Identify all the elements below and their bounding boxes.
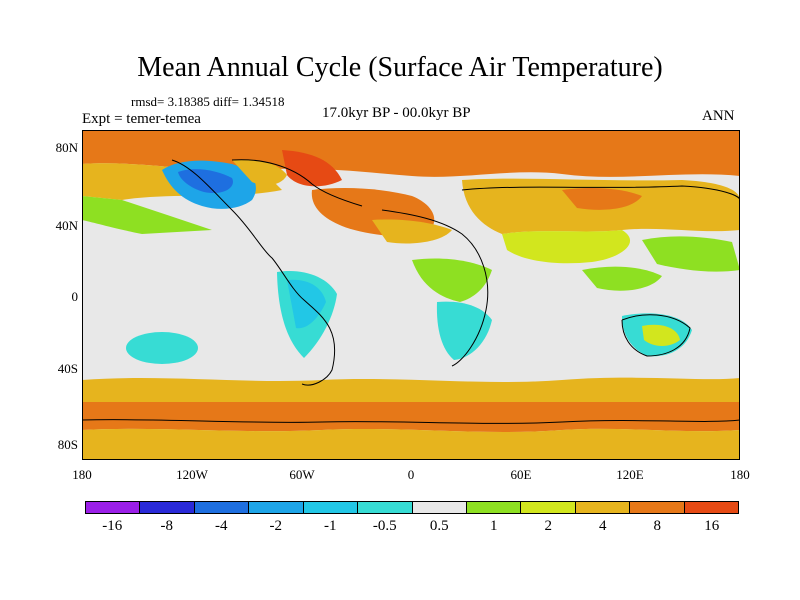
colorbar-cell	[684, 502, 739, 513]
colorbar-label: 2	[544, 518, 553, 534]
colorbar-cell	[303, 502, 359, 513]
arctic-coastline	[231, 159, 363, 207]
mediterranean-band	[372, 219, 452, 244]
colorbar-cell	[86, 502, 141, 513]
southern-ocean-band-2	[82, 402, 740, 432]
antarctica-coastline	[82, 419, 740, 424]
colorbar-cell	[412, 502, 467, 513]
colorbar-cell	[358, 502, 413, 513]
colorbar-cell	[249, 502, 304, 513]
colorbar-label: 0.5	[429, 518, 449, 534]
lat-label-80s: 80S	[57, 437, 78, 452]
north-africa-region	[412, 258, 492, 302]
colorbar-label: -4	[215, 518, 228, 534]
colorbar-cell	[194, 502, 250, 513]
india-region	[582, 266, 662, 291]
lon-label-0: 0	[407, 467, 415, 482]
map-frame	[82, 130, 740, 460]
south-africa-cool	[436, 301, 492, 360]
lon-label-120w: 120W	[176, 467, 208, 482]
lon-label-180w: 180	[72, 467, 92, 482]
colorbar-label: -16	[102, 518, 123, 534]
colorbar-label: 4	[599, 518, 607, 534]
north-pacific-green	[82, 196, 212, 234]
africa-coastline	[381, 209, 489, 367]
southern-ocean-band-1	[82, 377, 740, 402]
period-label: 17.0kyr BP - 00.0kyr BP	[322, 105, 471, 121]
map-title: Mean Annual Cycle (Surface Air Temperatu…	[137, 52, 663, 83]
east-asia-green	[642, 236, 740, 272]
colorbar	[85, 501, 739, 514]
colorbar-label: -0.5	[372, 518, 397, 534]
season-label: ANN	[702, 108, 735, 124]
lat-label-40n: 40N	[55, 218, 78, 233]
lat-label-eq: 0	[71, 289, 79, 304]
asia-warm-patch	[562, 188, 642, 210]
americas-coastline	[171, 159, 336, 386]
temperature-map	[82, 130, 740, 460]
coastlines	[82, 159, 740, 424]
colorbar-cell	[466, 502, 522, 513]
australia-warm-patch	[642, 324, 680, 346]
experiment-label: Expt = temer-temea	[82, 111, 201, 127]
colorbar-label: -8	[160, 518, 174, 534]
laurentide-core	[178, 169, 233, 194]
eurasia-coastline	[461, 185, 740, 201]
australia-coastline	[621, 314, 691, 357]
greenland-warm	[282, 150, 342, 187]
colorbar-cell	[630, 502, 685, 513]
lon-label-120e: 120E	[616, 467, 644, 482]
colorbar-cell	[140, 502, 195, 513]
colorbar-label: 1	[490, 518, 498, 534]
colorbar-cell	[521, 502, 576, 513]
colorbar-label: -1	[324, 518, 337, 534]
lat-label-40s: 40S	[57, 361, 78, 376]
colorbar-cell	[575, 502, 631, 513]
lon-label-60e: 60E	[510, 467, 532, 482]
map-canvas	[82, 130, 740, 460]
south-pacific-cool-patch	[126, 332, 198, 364]
greenland-west	[232, 159, 287, 186]
colorbar-label: -2	[269, 518, 283, 534]
central-asia-region	[502, 230, 631, 264]
antarctic-band	[82, 428, 740, 460]
stats-text: rmsd= 3.18385 diff= 1.34518	[131, 94, 285, 109]
colorbar-label: 16	[704, 518, 720, 534]
lon-label-180e: 180	[730, 467, 750, 482]
lon-label-60w: 60W	[289, 467, 315, 482]
lat-label-80n: 80N	[55, 140, 78, 155]
colorbar-label: 8	[653, 518, 662, 534]
